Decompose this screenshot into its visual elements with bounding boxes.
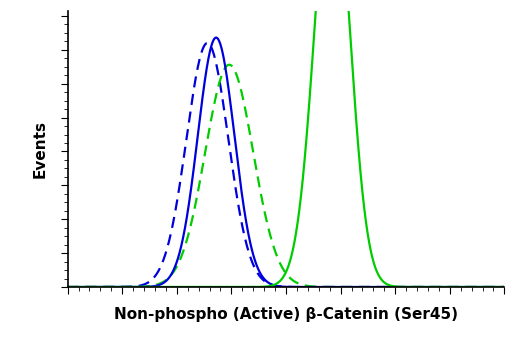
Y-axis label: Events: Events — [32, 120, 47, 178]
X-axis label: Non-phospho (Active) β-Catenin (Ser45): Non-phospho (Active) β-Catenin (Ser45) — [114, 307, 458, 322]
